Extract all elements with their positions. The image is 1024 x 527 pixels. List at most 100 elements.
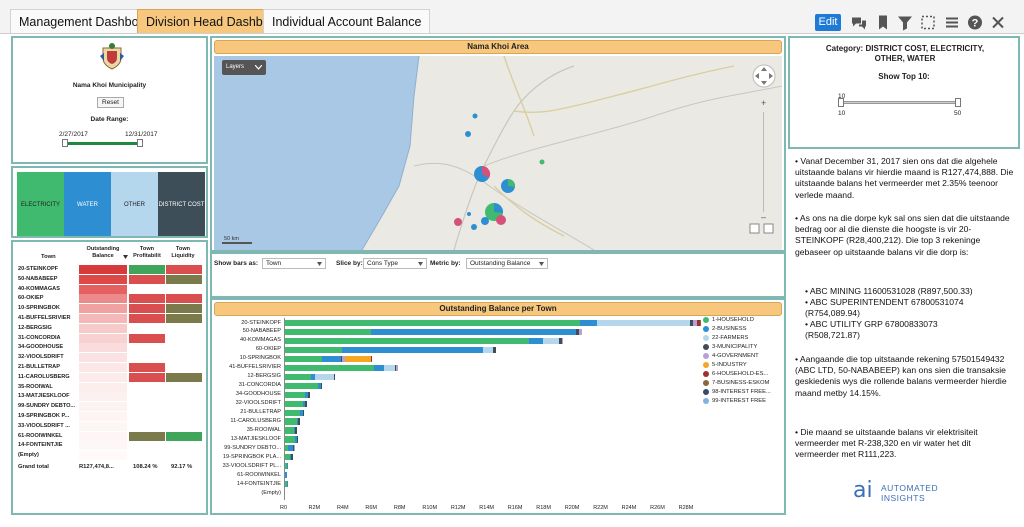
table-row-town[interactable]: 33-VIOOLSDRIFT ... — [18, 422, 70, 429]
chart-bar-segment[interactable] — [284, 481, 287, 488]
reset-button[interactable]: Reset — [97, 97, 124, 108]
edit-button[interactable]: Edit — [815, 14, 841, 31]
chart-legend-item[interactable]: 6-HOUSEHOLD-ES... — [703, 371, 768, 377]
chart-bar-segment[interactable] — [284, 427, 294, 434]
table-cell-balance[interactable] — [79, 412, 127, 421]
table-cell-profitability[interactable] — [129, 353, 165, 362]
chart-bar-segment[interactable] — [543, 337, 559, 345]
table-row-town[interactable]: 32-VIOOLSDRIFT — [18, 354, 64, 361]
table-cell-balance[interactable] — [79, 284, 127, 294]
table-cell-liquidity[interactable] — [166, 402, 202, 411]
table-cell-profitability[interactable] — [129, 451, 165, 460]
slice-by-select[interactable]: Cons Type — [363, 258, 427, 269]
date-slider-track[interactable] — [65, 142, 141, 145]
table-cell-profitability[interactable] — [129, 304, 165, 314]
chart-legend-item[interactable]: 1-HOUSEHOLD — [703, 317, 754, 323]
table-cell-balance[interactable] — [79, 333, 127, 343]
chart-legend-item[interactable]: 98-INTEREST FREE... — [703, 389, 771, 395]
chart-bar-segment[interactable] — [322, 355, 341, 362]
col-header-liquidity[interactable]: Town Liquidity — [171, 246, 195, 259]
table-cell-liquidity[interactable] — [166, 265, 202, 274]
table-cell-balance[interactable] — [79, 363, 127, 372]
table-cell-balance[interactable] — [79, 314, 127, 323]
chart-bar-segment[interactable] — [580, 320, 598, 327]
table-cell-liquidity[interactable] — [166, 304, 202, 314]
table-cell-liquidity[interactable] — [166, 285, 202, 294]
chart-bar-segment[interactable] — [321, 382, 323, 389]
table-row-town[interactable]: 99-SUNDRY DEBTO... — [18, 403, 76, 410]
chart-legend-item[interactable]: 5-INDUSTRY — [703, 362, 747, 368]
chart-bar-segment[interactable] — [597, 320, 690, 327]
chart-bar-segment[interactable] — [305, 391, 309, 398]
table-cell-profitability[interactable] — [129, 363, 165, 372]
table-row-town[interactable]: 14-FONTEINTJIE — [18, 442, 63, 449]
chart-bar-segment[interactable] — [558, 337, 562, 345]
chart-bar-segment[interactable] — [692, 320, 697, 327]
chart-bar-segment[interactable] — [483, 346, 494, 354]
chart-bar-segment[interactable] — [284, 364, 374, 371]
table-cell-liquidity[interactable] — [166, 274, 202, 284]
date-slider-end-handle[interactable] — [137, 139, 143, 147]
chart-bar-segment[interactable] — [370, 328, 576, 336]
table-cell-balance[interactable] — [79, 353, 127, 363]
table-cell-liquidity[interactable] — [166, 431, 202, 441]
show-bars-select[interactable]: Town — [262, 258, 326, 269]
chart-bar-segment[interactable] — [342, 355, 346, 362]
chart-bar-segment[interactable] — [286, 463, 289, 470]
chart-bar-segment[interactable] — [291, 454, 293, 461]
chart-bar-segment[interactable] — [293, 445, 296, 452]
table-row-town[interactable]: 50-NABABEEP — [18, 275, 58, 282]
chart-bar-segment[interactable] — [284, 355, 323, 362]
table-cell-balance[interactable] — [79, 323, 127, 333]
chart-bar-segment[interactable] — [284, 337, 529, 345]
chart-bar-segment[interactable] — [288, 445, 293, 452]
table-row-town[interactable]: 10-SPRINGBOK — [18, 305, 60, 312]
chart-bar-segment[interactable] — [340, 355, 343, 362]
col-header-profitability[interactable]: Town Profitabilit — [133, 246, 161, 259]
table-row-town[interactable]: 61-ROOIWINKEL — [18, 432, 63, 439]
table-cell-liquidity[interactable] — [166, 392, 202, 401]
table-row-town[interactable]: 20-STEINKOPF — [18, 266, 59, 272]
comments-icon[interactable] — [851, 14, 867, 31]
table-cell-liquidity[interactable] — [166, 441, 202, 450]
chart-bar-segment[interactable] — [298, 418, 300, 425]
chart-bar-segment[interactable] — [699, 320, 702, 327]
chart-bar-segment[interactable] — [286, 481, 289, 488]
chart-bar-segment[interactable] — [311, 373, 316, 380]
table-row-town[interactable]: (Empty) — [18, 452, 39, 459]
table-row-town[interactable]: 19-SPRINGBOK P... — [18, 413, 70, 419]
table-cell-balance[interactable] — [79, 402, 127, 412]
table-row-town[interactable]: 21-BULLETRAP — [18, 364, 60, 370]
table-row-town[interactable]: 11-CAROLUSBERG — [18, 373, 70, 380]
table-cell-liquidity[interactable] — [166, 353, 202, 362]
table-cell-balance[interactable] — [79, 392, 127, 402]
close-icon[interactable] — [990, 14, 1006, 31]
table-cell-profitability[interactable] — [129, 392, 165, 401]
chart-bar-segment[interactable] — [308, 391, 310, 398]
chart-bar-segment[interactable] — [318, 382, 321, 389]
table-cell-balance[interactable] — [79, 274, 127, 284]
table-row-town[interactable]: 40-KOMMAGAS — [18, 285, 60, 292]
category-electricity[interactable]: ELECTRICITY — [17, 172, 64, 236]
table-cell-liquidity[interactable] — [166, 334, 202, 343]
map-layers-dropdown[interactable]: Layers — [222, 60, 266, 75]
chart-bar-segment[interactable] — [284, 454, 290, 461]
table-row-town[interactable]: 35-ROOIWAL — [18, 383, 53, 390]
chart-bar-segment[interactable] — [575, 328, 579, 336]
chart-bar-segment[interactable] — [295, 436, 297, 443]
table-cell-profitability[interactable] — [129, 265, 165, 274]
bookmark-icon[interactable] — [875, 14, 891, 31]
chart-bar-segment[interactable] — [333, 373, 336, 380]
table-row-town[interactable]: 13-MATJIESKLOOF — [18, 393, 70, 400]
metric-by-select[interactable]: Outstanding Balance — [466, 258, 548, 269]
chart-bar-segment[interactable] — [284, 382, 319, 389]
chart-bar-segment[interactable] — [295, 427, 297, 434]
chart-bar-segment[interactable] — [285, 472, 287, 479]
top-n-slider-handle-max[interactable] — [955, 98, 961, 107]
table-cell-liquidity[interactable] — [166, 412, 202, 421]
table-cell-liquidity[interactable] — [166, 343, 202, 352]
table-row-town[interactable]: 41-BUFFELSRIVIER — [18, 315, 71, 321]
table-cell-liquidity[interactable] — [166, 422, 202, 431]
chart-bar-segment[interactable] — [284, 445, 289, 452]
chart-bar-segment[interactable] — [284, 418, 297, 425]
